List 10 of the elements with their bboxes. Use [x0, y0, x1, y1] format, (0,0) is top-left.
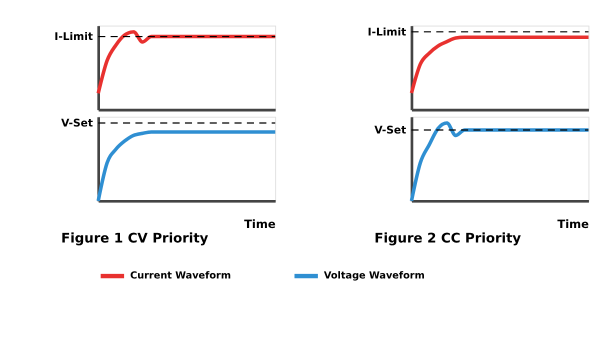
ref-line-label: I-Limit — [54, 30, 93, 44]
ref-line-label: V-Set — [61, 116, 93, 130]
text: Figure 2 CC Priority — [374, 231, 522, 246]
x-axis-title: Time — [244, 216, 276, 231]
ref-line-label: V-Set — [374, 124, 406, 137]
ref-line-label: I-Limit — [368, 25, 406, 38]
x-axis-title: Time — [557, 216, 590, 231]
text: Figure 1 CV Priority — [61, 231, 209, 246]
legend-label: Current Waveform — [130, 270, 231, 282]
legend-label: Voltage Waveform — [324, 270, 425, 282]
